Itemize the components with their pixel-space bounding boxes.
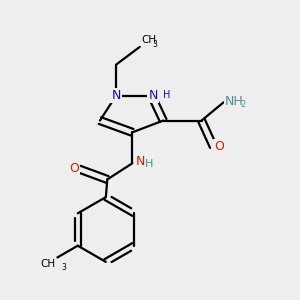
Text: 2: 2: [241, 100, 246, 109]
Text: 3: 3: [61, 263, 66, 272]
Text: N: N: [112, 89, 121, 102]
Text: CH: CH: [41, 259, 56, 269]
Text: 3: 3: [152, 40, 157, 49]
Text: H: H: [163, 90, 170, 100]
Text: NH: NH: [225, 94, 244, 108]
Text: CH: CH: [141, 35, 156, 46]
Text: O: O: [69, 162, 79, 175]
Text: O: O: [214, 140, 224, 153]
Text: N: N: [135, 155, 145, 168]
Text: H: H: [145, 159, 153, 170]
Text: N: N: [148, 89, 158, 102]
